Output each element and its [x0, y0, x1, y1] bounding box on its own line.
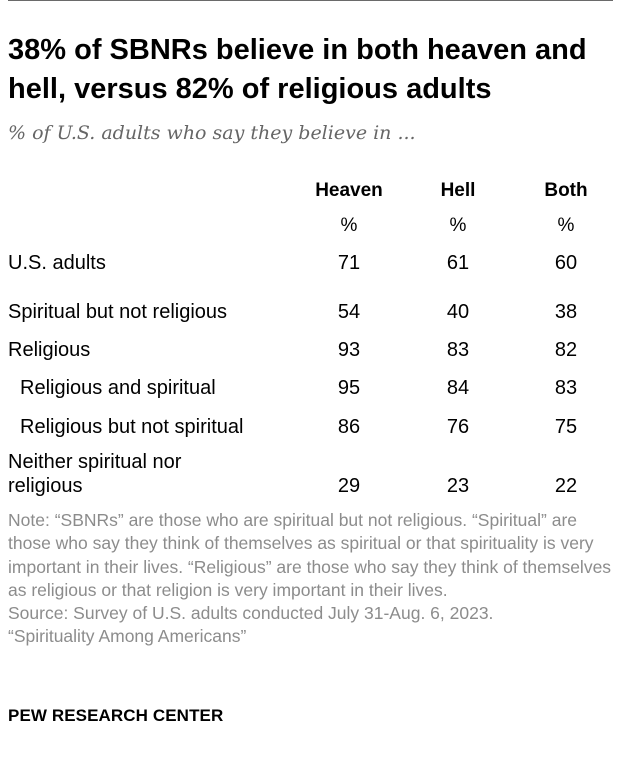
cell-religious-hell: 83	[446, 339, 470, 361]
row-label-neither-line1: Neither spiritual nor	[8, 451, 182, 473]
chart-title: 38% of SBNRs believe in both heaven and …	[8, 34, 587, 105]
cell-us-adults-hell: 61	[446, 252, 470, 274]
cell-religious-not-spiritual-both: 75	[554, 416, 578, 438]
brand-logo-text: PEW RESEARCH CENTER	[8, 706, 224, 725]
cell-neither-both: 22	[554, 475, 578, 497]
cell-religious-and-spiritual-both: 83	[554, 377, 578, 399]
cell-sbnr-both: 38	[554, 301, 578, 323]
unit-label-heaven: %	[340, 215, 358, 236]
row-label-religious-and-spiritual: Religious and spiritual	[20, 377, 216, 399]
chart-subtitle: % of U.S. adults who say they believe in…	[8, 122, 416, 144]
cell-religious-not-spiritual-hell: 76	[446, 416, 470, 438]
cell-religious-heaven: 93	[337, 339, 361, 361]
column-header-hell: Hell	[440, 180, 476, 201]
source-report-title: “Spirituality Among Americans”	[8, 626, 247, 647]
cell-religious-both: 82	[554, 339, 578, 361]
row-label-religious: Religious	[8, 339, 91, 361]
cell-religious-and-spiritual-hell: 84	[446, 377, 470, 399]
column-header-heaven: Heaven	[315, 180, 383, 201]
cell-us-adults-heaven: 71	[337, 252, 361, 274]
cell-sbnr-heaven: 54	[337, 301, 361, 323]
cell-religious-and-spiritual-heaven: 95	[337, 377, 361, 399]
unit-label-both: %	[557, 215, 575, 236]
note-text: Note: “SBNRs” are those who are spiritua…	[8, 510, 612, 600]
column-header-both: Both	[544, 180, 588, 201]
row-label-sbnr: Spiritual but not religious	[8, 301, 228, 323]
row-label-religious-not-spiritual: Religious but not spiritual	[20, 416, 244, 438]
footnote: Note: “SBNRs” are those who are spiritua…	[8, 509, 618, 649]
cell-neither-hell: 23	[446, 475, 470, 497]
cell-religious-not-spiritual-heaven: 86	[337, 416, 361, 438]
unit-label-hell: %	[449, 215, 467, 236]
cell-sbnr-hell: 40	[446, 301, 470, 323]
row-label-us-adults: U.S. adults	[8, 252, 106, 274]
top-rule	[8, 0, 613, 1]
source-text: Source: Survey of U.S. adults conducted …	[8, 603, 494, 624]
row-label-neither-line2: religious	[8, 475, 83, 497]
cell-neither-heaven: 29	[337, 475, 361, 497]
cell-us-adults-both: 60	[554, 252, 578, 274]
